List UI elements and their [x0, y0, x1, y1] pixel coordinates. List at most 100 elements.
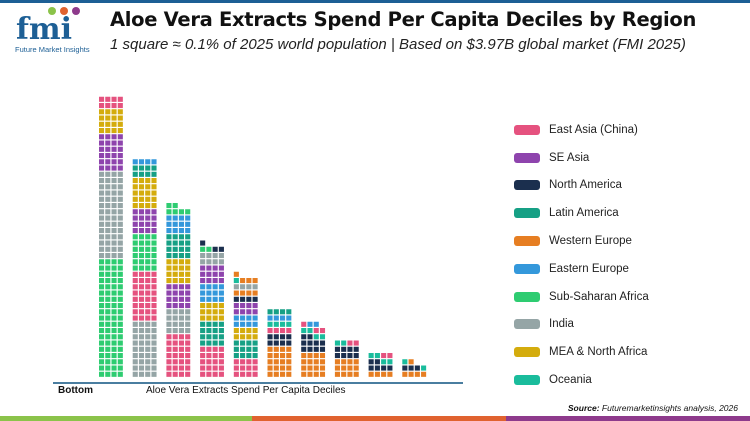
waffle-square [172, 346, 178, 352]
legend-item: SE Asia [514, 144, 649, 172]
waffle-square [105, 303, 111, 309]
waffle-square [99, 359, 105, 365]
waffle-square [252, 340, 258, 346]
waffle-square [185, 328, 191, 334]
waffle-square [138, 234, 145, 240]
waffle-square [99, 146, 105, 152]
waffle-square [151, 340, 157, 346]
waffle-square [117, 228, 123, 234]
waffle-square [117, 334, 123, 340]
waffle-square [105, 240, 111, 246]
waffle-square [200, 315, 206, 321]
waffle-square [246, 303, 252, 309]
waffle-square [138, 334, 145, 340]
source-note: Source: Futuremarketinsights analysis, 2… [568, 403, 738, 413]
waffle-square [178, 365, 184, 371]
waffle-square [185, 234, 191, 240]
waffle-square [212, 271, 218, 277]
waffle-square [105, 184, 111, 190]
waffle-square [421, 365, 427, 371]
waffle-square [105, 121, 111, 127]
waffle-square [185, 353, 191, 359]
waffle-square [145, 296, 151, 302]
waffle-square [105, 203, 111, 209]
waffle-square [178, 359, 184, 365]
waffle-square [381, 353, 387, 359]
waffle-square [301, 346, 307, 352]
waffle-square [178, 240, 184, 246]
waffle-square [105, 265, 111, 271]
waffle-square [117, 103, 123, 109]
waffle-square [151, 190, 157, 196]
waffle-square [185, 303, 191, 309]
waffle-square [212, 296, 218, 302]
waffle-square [240, 284, 246, 290]
waffle-square [172, 353, 178, 359]
waffle-square [111, 271, 117, 277]
waffle-square [313, 321, 319, 327]
waffle-square [105, 321, 111, 327]
waffle-square [200, 321, 206, 327]
waffle-square [99, 253, 105, 259]
waffle-square [111, 334, 117, 340]
waffle-square [99, 184, 105, 190]
waffle-square [334, 371, 340, 377]
waffle-square [206, 328, 212, 334]
waffle-square [111, 328, 117, 334]
waffle-square [166, 371, 172, 377]
waffle-square [252, 284, 258, 290]
waffle-square [408, 359, 414, 365]
waffle-square [301, 365, 307, 371]
legend-item: Oceania [514, 366, 649, 394]
waffle-square [99, 171, 105, 177]
waffle-square [178, 265, 184, 271]
waffle-square [99, 315, 105, 321]
waffle-square [117, 340, 123, 346]
waffle-square [117, 371, 123, 377]
legend-swatch [514, 375, 540, 386]
waffle-square [105, 171, 111, 177]
waffle-square [267, 309, 273, 315]
waffle-square [347, 359, 353, 365]
decile-column-7 [301, 321, 326, 377]
waffle-square [212, 353, 218, 359]
waffle-square [132, 171, 138, 177]
waffle-square [166, 328, 172, 334]
waffle-square [105, 246, 111, 252]
waffle-square [172, 259, 178, 265]
waffle-square [246, 346, 252, 352]
legend-swatch [514, 347, 540, 358]
waffle-square [145, 203, 151, 209]
waffle-square [319, 328, 326, 334]
waffle-square [111, 165, 117, 171]
waffle-square [132, 246, 138, 252]
decile-column-2 [132, 159, 157, 377]
waffle-square [151, 209, 157, 215]
waffle-square [138, 321, 145, 327]
waffle-square [185, 246, 191, 252]
waffle-square [200, 340, 206, 346]
waffle-square [286, 346, 292, 352]
waffle-square [145, 303, 151, 309]
waffle-square [145, 278, 151, 284]
waffle-square [240, 340, 246, 346]
waffle-square [138, 221, 145, 227]
waffle-square [111, 121, 117, 127]
waffle-square [280, 321, 286, 327]
waffle-square [132, 165, 138, 171]
waffle-square [99, 309, 105, 315]
waffle-square [172, 278, 178, 284]
waffle-square [178, 221, 184, 227]
waffle-square [240, 321, 246, 327]
waffle-square [240, 296, 246, 302]
waffle-square [246, 290, 252, 296]
waffle-square [246, 309, 252, 315]
waffle-square [117, 321, 123, 327]
waffle-square [267, 334, 273, 340]
waffle-square [313, 371, 319, 377]
waffle-square [267, 340, 273, 346]
waffle-square [117, 359, 123, 365]
waffle-square [138, 190, 145, 196]
waffle-square [206, 303, 212, 309]
waffle-square [117, 153, 123, 159]
